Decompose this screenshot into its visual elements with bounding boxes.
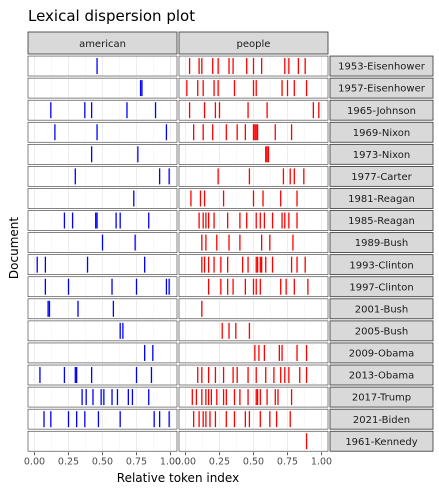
row-label-1985-reagan: 1985-Reagan [348,216,415,227]
facet-strip-american [27,31,178,55]
x-tick-label: 0.75 [277,456,298,467]
x-tick-label: 0.00 [175,456,196,467]
row-strip-1973-nixon [329,143,434,165]
row-strip-1985-reagan [329,210,434,231]
row-label-1989-bush: 1989-Bush [355,238,408,249]
x-axis-label: Relative token index [117,471,239,485]
row-label-2021-biden: 2021-Biden [353,415,410,426]
row-label-1969-nixon: 1969-Nixon [353,128,410,139]
row-label-1965-johnson: 1965-Johnson [347,106,416,117]
row-label-1957-eisenhower: 1957-Eisenhower [338,84,426,95]
row-label-2009-obama: 2009-Obama [349,349,415,360]
row-label-2005-bush: 2005-Bush [355,326,408,337]
row-strip-1997-clinton [329,276,434,298]
row-strip-2013-obama [329,364,434,386]
row-strip-2009-obama [329,342,434,364]
row-strip-2017-trump [329,386,434,408]
x-tick-label: 0.25 [58,456,79,467]
row-label-1993-clinton: 1993-Clinton [349,260,413,271]
row-strip-1969-nixon [329,121,434,143]
row-label-2013-obama: 2013-Obama [349,371,415,382]
x-tick-label: 0.50 [92,456,113,467]
row-strip-1989-bush [329,232,434,253]
row-strip-1977-carter [329,165,434,187]
row-label-2001-bush: 2001-Bush [355,304,408,315]
facet-label-people: people [237,39,271,50]
row-strip-1965-johnson [329,99,434,121]
x-tick-label: 0.00 [24,456,45,467]
x-tick-label: 0.25 [209,456,230,467]
y-axis-label: Document [7,217,21,279]
facet-strip-people [178,31,329,55]
plot-area: american people 1953-Eisenhower 1957-Eisenh… [24,31,434,467]
row-strip-2005-bush [329,320,434,342]
row-strip-1993-clinton [329,254,434,276]
facet-label-american: american [79,39,126,50]
row-strip-1957-eisenhower [329,77,434,99]
row-label-2017-trump: 2017-Trump [352,393,411,404]
row-label-1973-nixon: 1973-Nixon [353,150,410,161]
row-label-1997-clinton: 1997-Clinton [349,282,413,293]
x-tick-label: 0.75 [126,456,147,467]
row-label-1977-carter: 1977-Carter [351,172,412,183]
row-strip-2021-biden [329,408,434,430]
row-label-1981-reagan: 1981-Reagan [348,194,415,205]
row-strip-1961-kennedy [329,430,434,452]
row-strip-1953-eisenhower [329,55,434,77]
row-label-1961-kennedy: 1961-Kennedy [345,437,417,448]
row-strip-2001-bush [329,298,434,320]
x-tick-label: 1.00 [160,456,181,467]
chart-title: Lexical dispersion plot [28,7,195,25]
x-tick-label: 1.00 [311,456,332,467]
row-strip-1981-reagan [329,188,434,209]
row-label-1953-eisenhower: 1953-Eisenhower [338,62,426,73]
x-tick-label: 0.50 [243,456,264,467]
